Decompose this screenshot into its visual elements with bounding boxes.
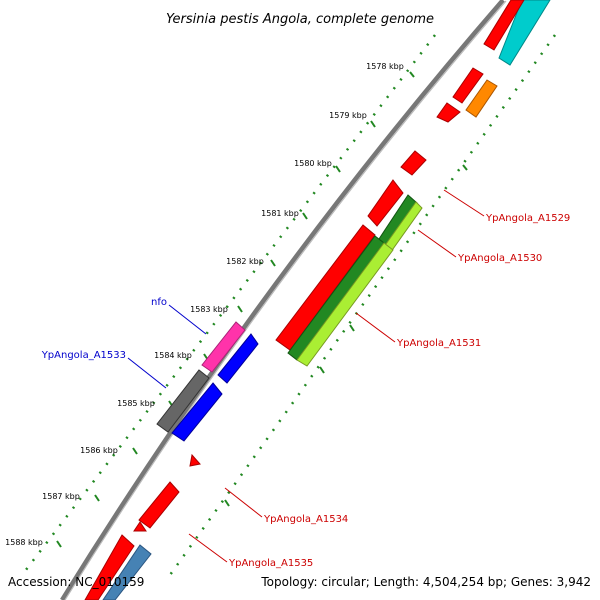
map-title: Yersinia pestis Angola, complete genome [166,12,434,27]
gene-red-2 [436,102,461,123]
genome-backbone-shade [64,0,507,600]
gene-label-a1531: YpAngola_A1531 [396,338,481,349]
tick-label: 1583 kbp [190,305,228,314]
genome-backbone [60,0,505,600]
gene-label-a1535: YpAngola_A1535 [228,558,313,569]
gene-blue-2 [171,382,223,442]
tick-label: 1580 kbp [294,159,332,168]
gene-label-nfo: nfo [151,297,167,308]
gene-a1529 [367,179,404,227]
tick-marks [56,71,468,548]
gene-label-a1529: YpAngola_A1529 [485,213,570,224]
tick-label: 1586 kbp [80,446,118,455]
gene-red-1 [452,67,484,104]
tick-label: 1578 kbp [366,62,404,71]
tick-label: 1582 kbp [226,257,264,266]
gene-red-3 [400,150,427,176]
gene-red-top [483,0,525,51]
leader-lines [127,189,485,563]
gene-steel [102,544,152,600]
gene-orange [465,79,498,118]
gene-nfo [201,321,246,373]
gene-label-a1530: YpAngola_A1530 [457,253,542,264]
gene-label-a1534: YpAngola_A1534 [263,514,348,525]
gene-a1531-lime [296,242,394,367]
gene-label-a1533: YpAngola_A1533 [41,350,126,361]
genome-summary-text: Topology: circular; Length: 4,504,254 bp… [260,575,591,589]
gene-a1531-green [287,235,385,361]
inner-dotted-ring [168,34,557,576]
gene-red-tiny [133,521,147,532]
outer-dotted-ring [21,34,436,576]
tick-label: 1587 kbp [42,492,80,501]
forward-strand-genes [84,0,551,600]
tick-label: 1581 kbp [261,209,299,218]
gene-blue-1 [217,333,259,384]
gene-a1535 [84,534,135,600]
gene-a1534 [138,481,180,529]
tick-label: 1588 kbp [5,538,43,547]
tick-label: 1585 kbp [117,399,155,408]
gene-red-small [189,453,201,467]
tick-label: 1579 kbp [329,111,367,120]
tick-label: 1584 kbp [154,351,192,360]
gene-a1533 [156,369,210,433]
accession-text: Accession: NC_010159 [8,575,144,589]
reverse-strand-genes [156,321,259,442]
gene-cyan [498,0,551,66]
